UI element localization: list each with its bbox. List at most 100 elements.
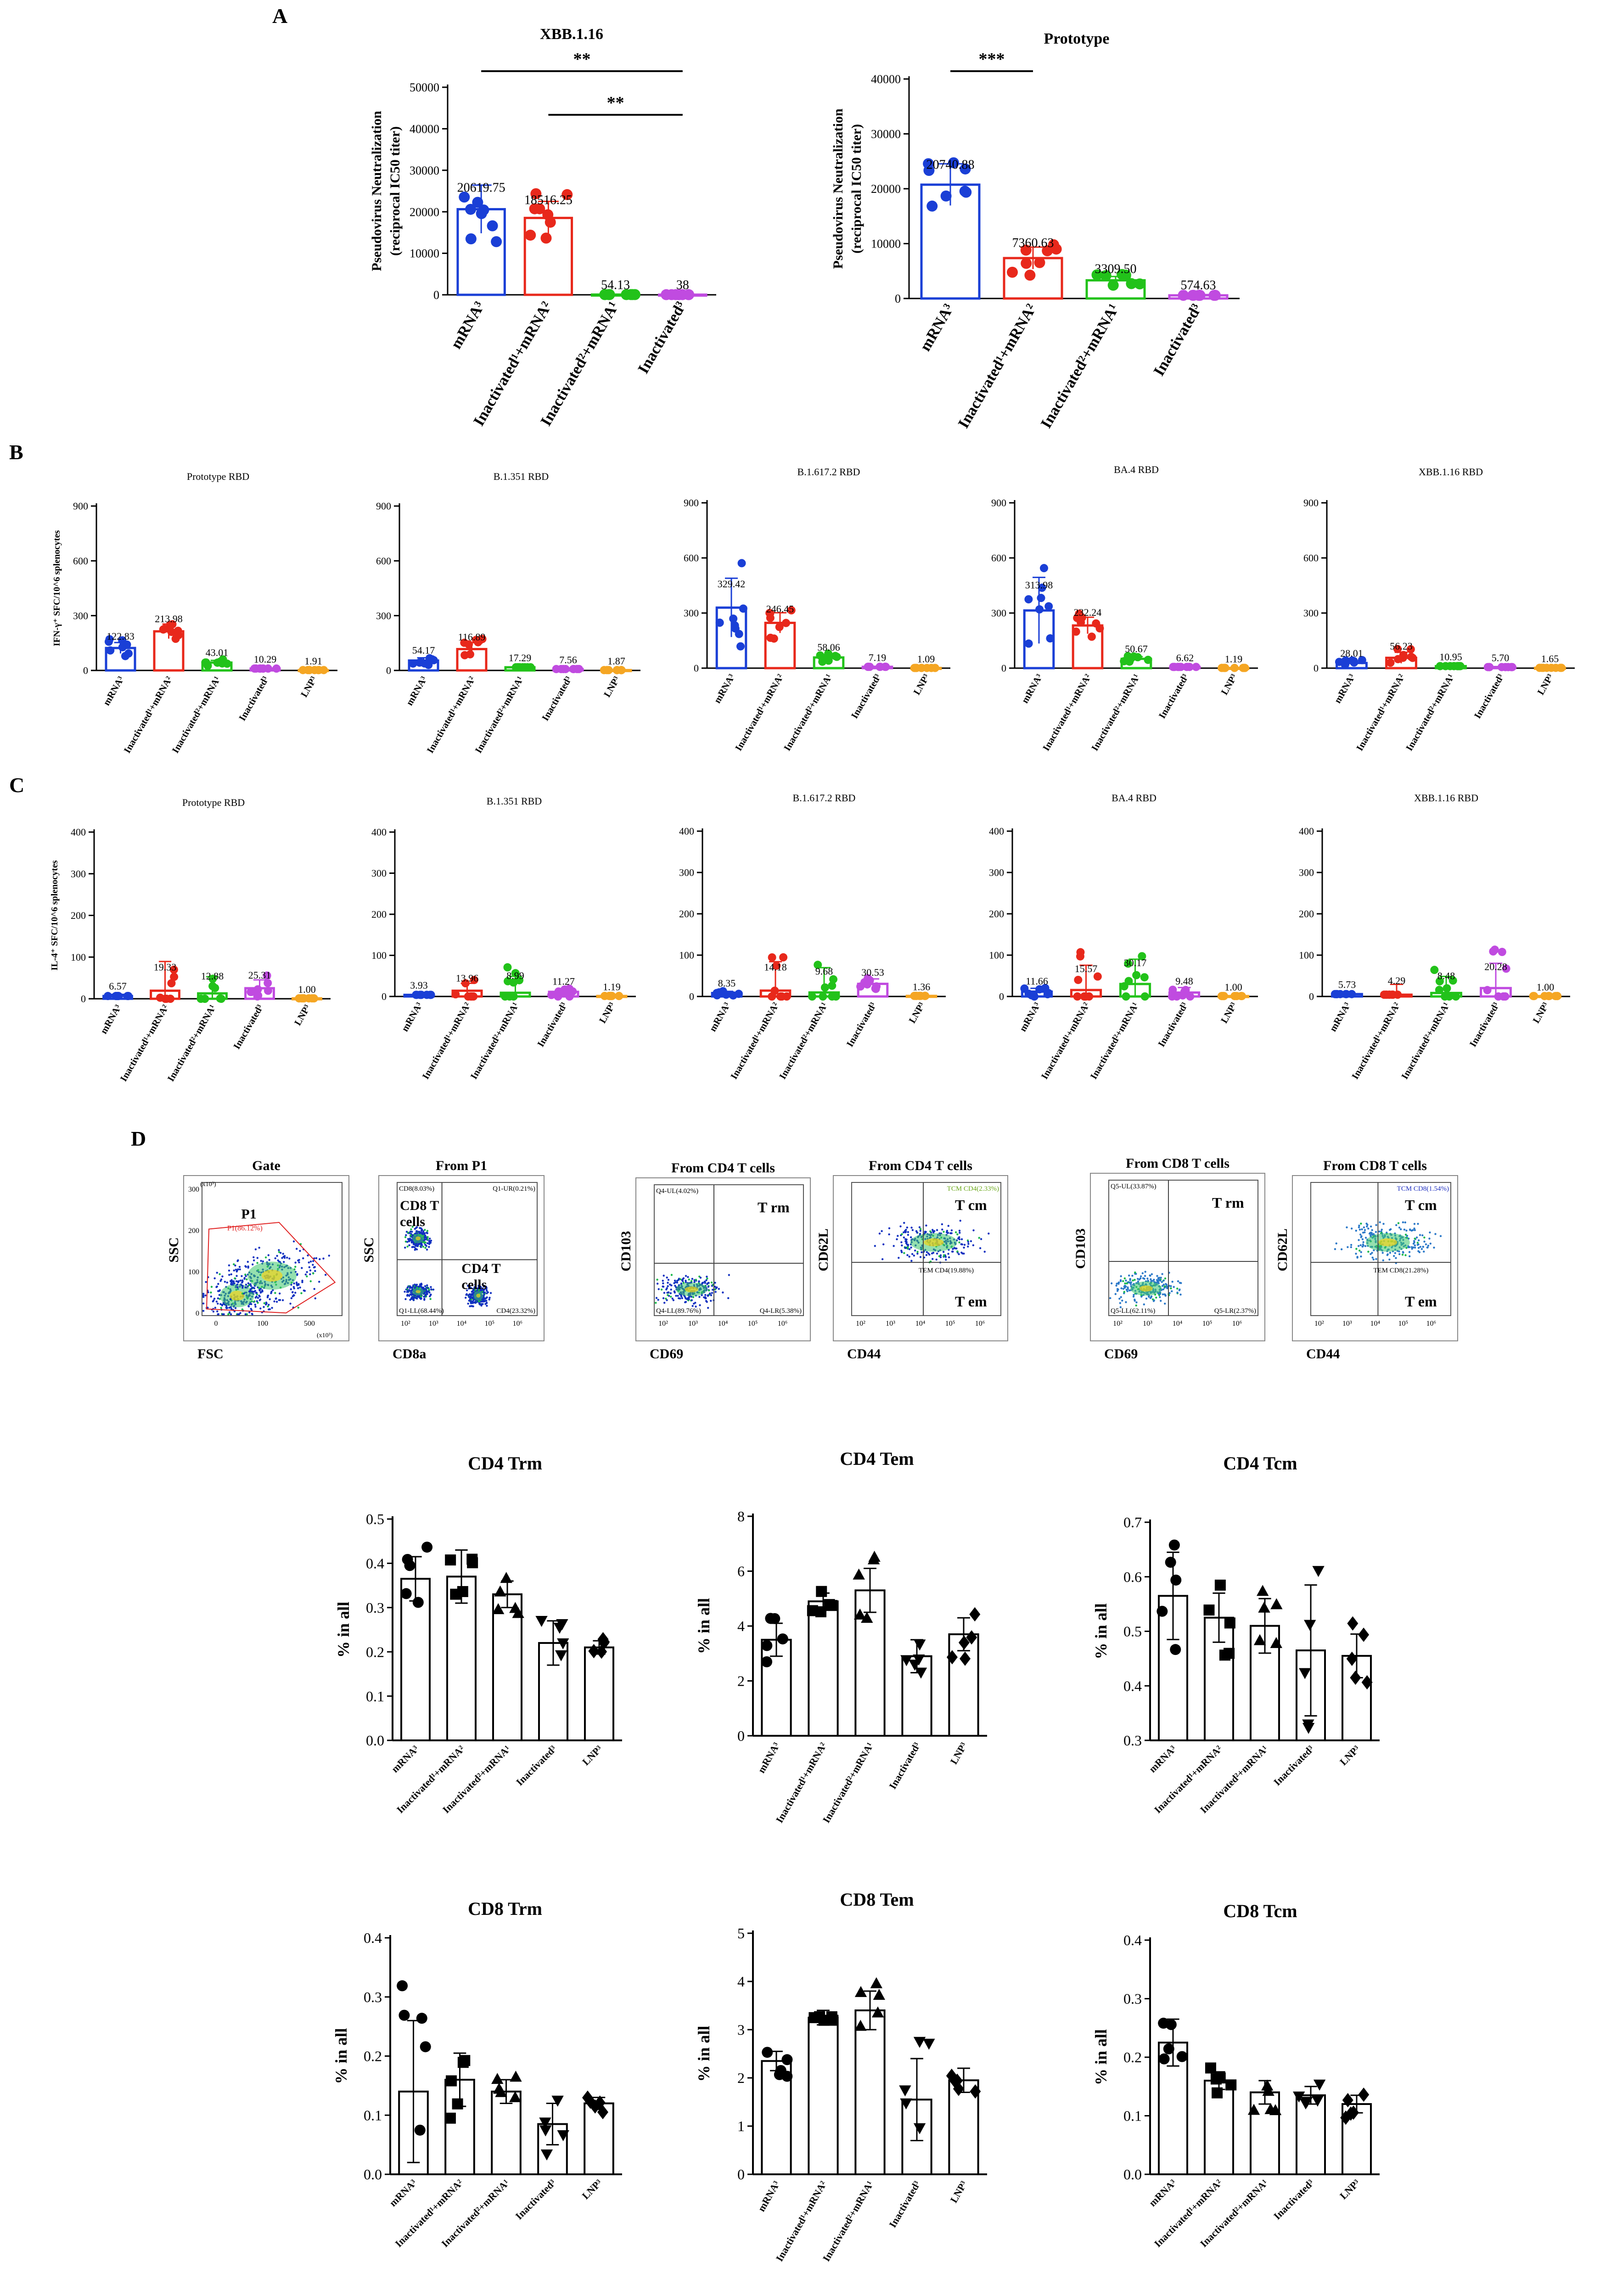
data-point [1453,662,1462,670]
flow-event [1416,1242,1419,1244]
data-point [467,992,476,1001]
flow-event [665,1288,668,1291]
data-point [465,203,477,215]
flow-event [217,1313,219,1316]
flow-event [428,1291,431,1294]
data-point [1408,653,1417,662]
x-tick-label: Inactivated²+mRNA¹ [1088,1001,1141,1081]
data-point [1358,2087,1370,2102]
flow-event [958,1238,961,1241]
flow-event [212,1310,215,1313]
y-tick-label: 0 [81,993,86,1005]
flow-event [972,1229,975,1232]
flow-event [1413,1240,1415,1242]
flow-event [259,1288,262,1290]
flow-event [1158,1278,1160,1281]
flow-event [1355,1248,1358,1250]
flow-event [662,1274,665,1277]
flow-gate-pct: P1(86.12%) [227,1224,263,1232]
data-value-label: 8.48 [1437,970,1455,981]
data-point [1483,986,1492,995]
flow-event [1428,1238,1431,1240]
flow-event [1372,1258,1375,1261]
x-tick-label: mRNA³ [1327,1001,1353,1034]
flow-event [1119,1306,1122,1308]
y-axis-label: % in all [334,1602,353,1658]
flow-event [881,1258,884,1261]
data-point [1176,2051,1188,2062]
data-point [1430,966,1439,974]
flow-x-label: CD8a [393,1346,426,1362]
flow-event [309,1269,312,1272]
data-point [554,987,563,996]
flow-event [1142,1277,1145,1279]
flow-event [424,1285,427,1288]
flow-x-tick: 10³ [1143,1320,1152,1328]
data-value-label: 1.00 [1537,981,1555,993]
data-value-label: 7360.63 [1012,236,1054,250]
data-value-label: 30.53 [861,967,884,978]
data-point [530,188,542,199]
flow-event [256,1293,258,1296]
flow-event [228,1274,230,1276]
data-point [625,289,637,300]
data-point [589,2099,601,2114]
flow-event [314,1297,316,1300]
flow-event [1410,1229,1413,1232]
flow-event [945,1259,947,1261]
data-value-label: 1.91 [304,655,322,667]
data-point [914,1639,926,1651]
data-point [1358,1627,1370,1642]
data-point [881,663,889,671]
flow-event [1162,1283,1165,1286]
x-tick-label: LNP³ [1337,2177,1362,2202]
flow-event [258,1289,261,1292]
data-point [1435,985,1443,994]
data-value-label: 15.57 [1075,963,1098,974]
data-value-label: 58.06 [817,642,840,653]
x-tick-label: Inactivated³ [1271,1743,1316,1788]
y-tick-label: 0.0 [1123,2166,1142,2183]
flow-event [271,1307,273,1309]
flow-event [210,1286,213,1288]
flow-event [707,1294,709,1297]
y-tick-label: 6 [737,1563,745,1580]
data-point [1186,992,1195,1001]
data-point [1138,952,1146,961]
flow-x-tick: 10⁵ [485,1320,495,1328]
data-point [1144,655,1152,664]
flow-event [472,1302,474,1304]
flow-event [1359,1228,1361,1231]
flow-event [685,1279,687,1282]
flow-event [466,1284,469,1287]
flow-event [1129,1278,1131,1280]
x-tick-label: mRNA³ [1332,672,1357,705]
flow-event [1143,1303,1145,1306]
flow-event [900,1241,903,1244]
data-point [1452,992,1460,1001]
flow-event [910,1246,912,1249]
flow-event [415,1232,417,1235]
chart-title: Prototype [1044,30,1110,47]
data-point [815,1606,827,1617]
flow-event [1360,1251,1362,1253]
data-point [156,993,164,1002]
flow-event [674,1291,676,1294]
flow-event [238,1266,241,1268]
y-tick-label: 200 [1299,908,1314,920]
data-value-label: 10.29 [254,653,277,665]
flow-event [945,1231,948,1233]
data-value-label: 1.00 [1224,981,1242,993]
flow-event [245,1275,247,1277]
flow-event [1116,1283,1118,1285]
panel-label-a: A [272,4,287,28]
flow-event [241,1279,244,1282]
flow-event [1370,1253,1372,1255]
flow-event [314,1266,316,1268]
bar [446,1576,477,1742]
flow-quadrant-ur: Q1-UR(0.21%) [493,1185,535,1193]
flow-event [485,1300,488,1302]
flow-event [489,1292,492,1294]
x-tick-label: Inactivated²+mRNA¹ [165,1003,218,1084]
data-point [853,1608,866,1620]
